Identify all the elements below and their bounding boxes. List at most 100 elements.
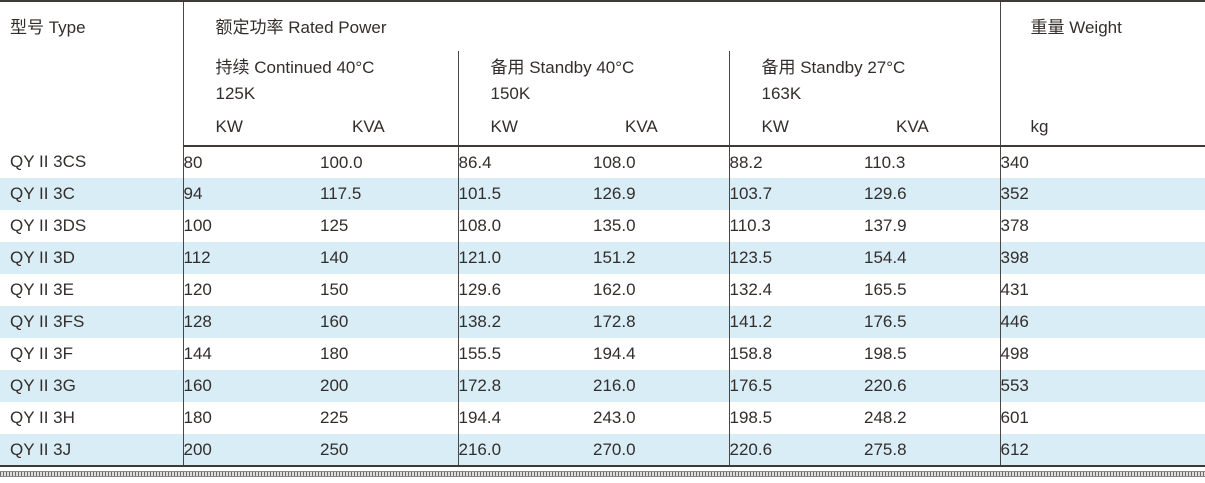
value-cell: 140 <box>320 242 458 274</box>
column-header-rated-power: 额定功率 Rated Power <box>182 1 1000 51</box>
value-cell: 100 <box>182 210 320 242</box>
unit-header-kw-163k: KW <box>728 109 864 147</box>
table-row: QY II 3G 160 200 172.8 216.0 176.5 220.6 553 <box>0 370 1205 402</box>
table-row: QY II 3DS 100 125 108.0 135.0 110.3 137.9 378 <box>0 210 1205 242</box>
value-cell: 270.0 <box>593 434 729 466</box>
value-cell: 112 <box>182 242 320 274</box>
value-cell: 120 <box>182 274 320 306</box>
value-cell: 176.5 <box>728 370 864 402</box>
value-cell: 220.6 <box>864 370 1000 402</box>
value-cell: 100.0 <box>320 152 363 172</box>
value-cell: 553 <box>999 370 1205 402</box>
value-cell: 160 <box>320 306 458 338</box>
value-cell: 200 <box>182 434 320 466</box>
value-cell: 248.2 <box>864 408 907 427</box>
value-cell: 137.9 <box>864 216 907 235</box>
value-cell: 198.5 <box>728 402 864 434</box>
table-row: QY II 3FS 128 160 138.2 172.8 141.2 176.5 446 <box>0 306 1205 338</box>
rated-power-spec-table: 型号 Type 额定功率 Rated Power 重量 Weight 持续 Co… <box>0 0 1205 467</box>
model-cell: QY II 3E <box>10 280 74 299</box>
table-row: QY II 3CS 80 100.0 86.4 108.0 88.2 110.3 340 <box>0 146 1205 178</box>
group-subtitle: 163K <box>761 84 802 103</box>
value-cell: 176.5 <box>864 306 1000 338</box>
value-cell: 216.0 <box>593 370 729 402</box>
value-cell: 154.4 <box>864 242 1000 274</box>
value-cell: 129.6 <box>457 274 593 306</box>
unit-header-kw-150k: KW <box>457 109 593 147</box>
table-row: QY II 3J 200 250 216.0 270.0 220.6 275.8 612 <box>0 434 1205 466</box>
value-cell: 125 <box>320 216 349 235</box>
table-body: QY II 3CS 80 100.0 86.4 108.0 88.2 110.3 340 QY … <box>0 146 1205 466</box>
value-cell: 172.8 <box>593 306 729 338</box>
value-cell: 220.6 <box>728 434 864 466</box>
column-header-continued-40c: 持续 Continued 40°C 125K <box>182 51 458 109</box>
value-cell: 398 <box>999 242 1205 274</box>
value-cell: 110.3 <box>728 210 864 242</box>
value-cell: 194.4 <box>593 344 636 363</box>
value-cell: 194.4 <box>457 402 593 434</box>
value-cell: 132.4 <box>728 274 864 306</box>
value-cell: 165.5 <box>864 280 907 299</box>
model-cell: QY II 3FS <box>0 306 183 338</box>
value-cell: 340 <box>999 146 1205 178</box>
value-cell: 121.0 <box>457 242 593 274</box>
column-header-standby-27c: 备用 Standby 27°C 163K <box>728 51 1000 109</box>
model-cell: QY II 3G <box>0 370 183 402</box>
value-cell: 601 <box>999 402 1205 434</box>
unit-header-kva-125k: KVA <box>320 109 458 147</box>
column-header-type: 型号 Type <box>10 18 86 37</box>
unit-header-kg: kg <box>999 109 1205 147</box>
value-cell: 180 <box>182 402 320 434</box>
value-cell: 172.8 <box>457 370 593 402</box>
value-cell: 158.8 <box>728 338 864 370</box>
table-row: QY II 3F 144 180 155.5 194.4 158.8 198.5 498 <box>0 338 1205 370</box>
unit-header-kw-125k: KW <box>182 109 320 147</box>
value-cell: 123.5 <box>728 242 864 274</box>
value-cell: 129.6 <box>864 178 1000 210</box>
value-cell: 225 <box>320 408 349 427</box>
value-cell: 446 <box>999 306 1205 338</box>
unit-header-kva-163k: KVA <box>864 109 1000 147</box>
value-cell: 180 <box>320 344 349 363</box>
model-cell: QY II 3DS <box>10 216 87 235</box>
model-cell: QY II 3J <box>0 434 183 466</box>
column-header-standby-40c: 备用 Standby 40°C 150K <box>457 51 729 109</box>
group-subtitle: 125K <box>215 84 256 103</box>
value-cell: 103.7 <box>728 178 864 210</box>
value-cell: 151.2 <box>593 242 729 274</box>
value-cell: 198.5 <box>864 344 907 363</box>
value-cell: 144 <box>182 338 320 370</box>
table-row: QY II 3D 112 140 121.0 151.2 123.5 154.4 398 <box>0 242 1205 274</box>
group-title: 备用 Standby 27°C <box>761 58 906 77</box>
value-cell: 243.0 <box>593 408 636 427</box>
value-cell: 135.0 <box>593 216 636 235</box>
value-cell: 108.0 <box>457 210 593 242</box>
model-cell: QY II 3CS <box>10 152 87 171</box>
value-cell: 200 <box>320 370 458 402</box>
value-cell: 138.2 <box>457 306 593 338</box>
model-cell: QY II 3F <box>10 344 73 363</box>
value-cell: 101.5 <box>457 178 593 210</box>
group-title: 备用 Standby 40°C <box>490 58 635 77</box>
value-cell: 88.2 <box>728 146 864 178</box>
value-cell: 155.5 <box>457 338 593 370</box>
value-cell: 108.0 <box>593 152 636 172</box>
value-cell: 150 <box>320 280 349 299</box>
group-subtitle: 150K <box>490 84 531 103</box>
value-cell: 86.4 <box>457 146 593 178</box>
value-cell: 141.2 <box>728 306 864 338</box>
value-cell: 431 <box>999 274 1205 306</box>
value-cell: 162.0 <box>593 280 636 299</box>
model-cell: QY II 3H <box>10 408 75 427</box>
value-cell: 80 <box>182 146 320 178</box>
group-title: 持续 Continued 40°C <box>215 58 375 77</box>
value-cell: 378 <box>999 210 1205 242</box>
value-cell: 110.3 <box>864 152 906 172</box>
column-header-weight: 重量 Weight <box>999 1 1205 51</box>
bottom-hatch-rule <box>0 471 1205 477</box>
value-cell: 160 <box>182 370 320 402</box>
table-row: QY II 3H 180 225 194.4 243.0 198.5 248.2 601 <box>0 402 1205 434</box>
value-cell: 117.5 <box>320 178 458 210</box>
value-cell: 94 <box>182 178 320 210</box>
value-cell: 126.9 <box>593 178 729 210</box>
